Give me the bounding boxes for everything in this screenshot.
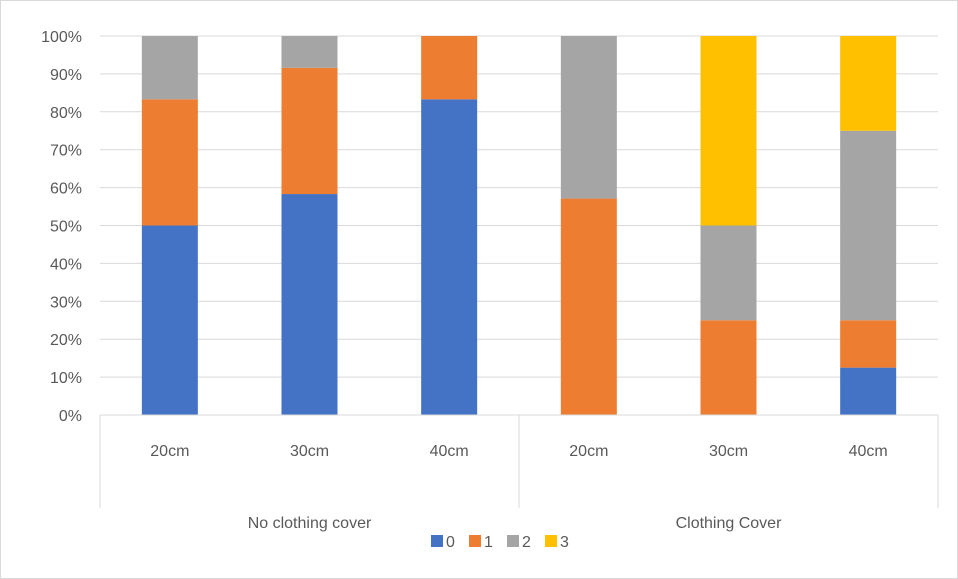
bar-segment-series-2 — [700, 225, 757, 321]
legend-label-1: 1 — [484, 534, 493, 551]
bar-segment-series-1 — [840, 320, 897, 368]
y-tick-label: 30% — [50, 294, 82, 311]
y-tick-label: 60% — [50, 181, 82, 198]
bar-segment-series-0 — [840, 367, 897, 415]
bar-segment-series-2 — [141, 36, 198, 100]
bar-segment-series-0 — [281, 194, 338, 415]
y-tick-label: 20% — [50, 332, 82, 349]
bar-segment-series-1 — [421, 36, 478, 100]
legend: 0 1 2 3 — [431, 534, 569, 551]
bar-segment-series-2 — [281, 36, 338, 68]
y-tick-label: 100% — [41, 29, 82, 46]
bar-segment-series-3 — [700, 36, 757, 226]
bar-segment-series-1 — [281, 67, 338, 195]
y-tick-label: 80% — [50, 105, 82, 122]
x-group-label: No clothing cover — [248, 515, 372, 532]
legend-label-3: 3 — [560, 534, 569, 551]
bar-segment-series-0 — [141, 225, 198, 415]
bar-segment-series-2 — [560, 36, 617, 199]
x-category-label: 30cm — [709, 443, 748, 460]
x-category-label: 30cm — [290, 443, 329, 460]
x-category-label: 40cm — [849, 443, 888, 460]
bar-segment-series-3 — [840, 36, 897, 131]
x-category-label: 20cm — [569, 443, 608, 460]
x-category-label: 40cm — [430, 443, 469, 460]
y-tick-label: 90% — [50, 67, 82, 84]
bar-segment-series-2 — [840, 130, 897, 321]
bar-segment-series-1 — [141, 99, 198, 226]
bar-segment-series-1 — [700, 320, 757, 415]
y-tick-label: 50% — [50, 219, 82, 236]
legend-swatch-0 — [431, 535, 443, 547]
y-tick-label: 40% — [50, 256, 82, 273]
legend-swatch-1 — [469, 535, 481, 547]
y-tick-label: 70% — [50, 143, 82, 160]
legend-label-2: 2 — [522, 534, 531, 551]
axes: 0% 10% 20% 30% 40% 50% 60% 70% 80% 90% 100% 20cm 30c… — [41, 29, 939, 532]
x-category-label: 20cm — [150, 443, 189, 460]
gridlines — [100, 35, 938, 378]
legend-swatch-2 — [507, 535, 519, 547]
legend-label-0: 0 — [446, 534, 455, 551]
y-tick-label: 10% — [50, 370, 82, 387]
y-tick-label: 0% — [59, 408, 82, 425]
bar-segment-series-1 — [560, 198, 617, 415]
x-group-label: Clothing Cover — [676, 515, 783, 532]
legend-swatch-3 — [545, 535, 557, 547]
bar-segment-series-0 — [421, 99, 478, 415]
bars — [141, 36, 897, 415]
